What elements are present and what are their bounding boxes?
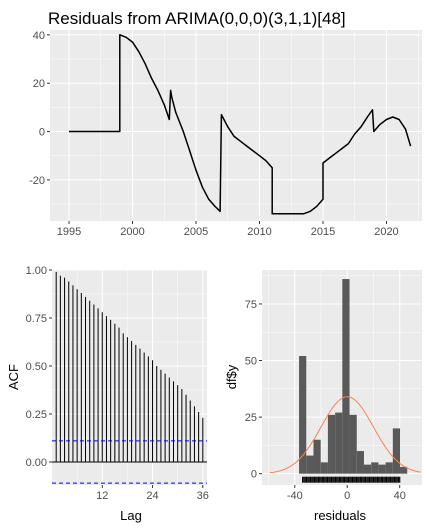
acf-x-axis-label: Lag bbox=[120, 508, 142, 523]
residual-series-line bbox=[69, 34, 412, 215]
residuals-title: Residuals from ARIMA(0,0,0)(3,1,1)[48] bbox=[48, 9, 346, 28]
histogram-bar bbox=[299, 356, 307, 474]
x-tick-label: 24 bbox=[146, 490, 158, 502]
y-tick-label: 20 bbox=[33, 78, 45, 90]
acf-panel: 12 24 36 0.00 0.25 0.50 0.75 1.00 bbox=[26, 265, 209, 502]
y-tick-label: 0 bbox=[39, 127, 45, 139]
histogram-bar bbox=[371, 462, 379, 474]
y-tick-label: 25 bbox=[245, 412, 257, 424]
x-tick-label: 1995 bbox=[57, 226, 81, 238]
panel-background bbox=[52, 270, 207, 485]
histogram-bar bbox=[392, 428, 401, 474]
residuals-panel: 1995 2000 2005 2010 2015 2020 -20 0 20 40 bbox=[29, 30, 422, 238]
y-tick-label: 0.25 bbox=[26, 409, 47, 421]
y-tick-label: 1.00 bbox=[26, 265, 47, 277]
x-tick-label: 2005 bbox=[184, 226, 208, 238]
x-tick-label: 40 bbox=[394, 490, 406, 502]
histogram-bar bbox=[385, 462, 393, 474]
histogram-bar bbox=[335, 412, 343, 474]
y-tick-label: 50 bbox=[245, 356, 257, 368]
y-tick-label: 0 bbox=[251, 469, 257, 481]
histogram-bar bbox=[342, 279, 350, 474]
histogram-panel: -40 0 40 0 25 50 75 bbox=[245, 270, 422, 502]
x-tick-label: 2000 bbox=[120, 226, 144, 238]
histogram-bar bbox=[327, 414, 336, 474]
x-tick-label: 0 bbox=[344, 490, 350, 502]
x-tick-label: 12 bbox=[96, 490, 108, 502]
histogram-bar bbox=[313, 439, 321, 474]
histogram-bar bbox=[349, 414, 357, 474]
y-tick-label: 75 bbox=[245, 299, 257, 311]
x-tick-label: 2010 bbox=[247, 226, 271, 238]
histogram-bar bbox=[378, 464, 386, 474]
density-curve bbox=[269, 396, 421, 474]
y-tick-label: 0.50 bbox=[26, 361, 47, 373]
y-tick-label: 0.75 bbox=[26, 313, 47, 325]
y-tick-label: 40 bbox=[33, 30, 45, 42]
x-tick-label: -40 bbox=[287, 490, 303, 502]
acf-y-axis-label: ACF bbox=[6, 364, 21, 390]
hist-y-axis-label: df$y bbox=[224, 364, 239, 389]
hist-x-axis-label: residuals bbox=[314, 508, 367, 523]
panel-background bbox=[50, 30, 422, 221]
histogram-bar bbox=[306, 455, 314, 474]
x-tick-label: 2020 bbox=[374, 226, 398, 238]
y-tick-label: 0.00 bbox=[26, 457, 47, 469]
x-tick-label: 2015 bbox=[311, 226, 335, 238]
y-tick-label: -20 bbox=[29, 175, 45, 187]
histogram-bar bbox=[363, 464, 372, 474]
x-tick-label: 36 bbox=[197, 490, 209, 502]
histogram-bar bbox=[400, 466, 408, 474]
histogram-bar bbox=[320, 462, 328, 474]
histogram-bar bbox=[356, 451, 364, 474]
